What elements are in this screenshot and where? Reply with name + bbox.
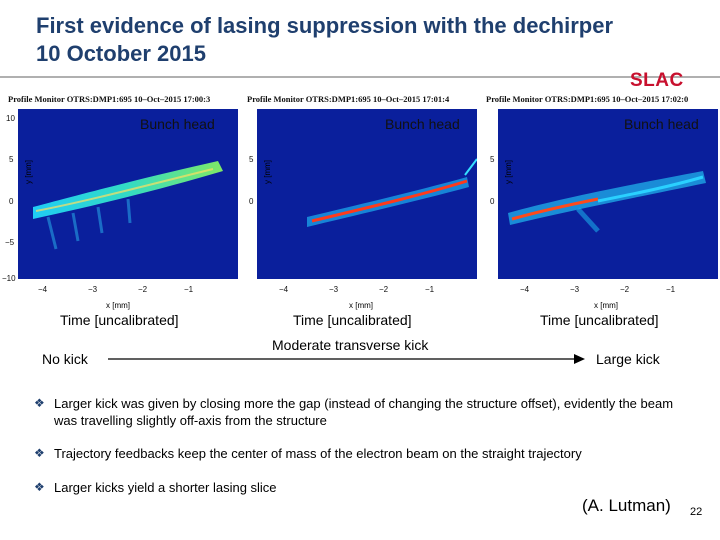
slide-title: First evidence of lasing suppression wit… [36,12,613,68]
diamond-bullet-icon: ❖ [34,446,45,460]
x-axis-label: x [mm] [106,301,130,310]
page-number: 22 [690,506,703,518]
y-tick: 5 [9,155,14,164]
bullet-text: Larger kicks yield a shorter lasing slic… [54,480,277,495]
no-kick-label: No kick [42,351,88,367]
y-tick: 0 [490,197,495,206]
x-axis-label: x [mm] [349,301,373,310]
profile-panel-2: Profile Monitor OTRS:DMP1:695 10–Oct–201… [241,94,484,310]
bunch-head-label: Bunch head [140,116,215,132]
x-tick: −3 [329,285,339,294]
slide-title-line1: First evidence of lasing suppression wit… [36,13,614,38]
panel-header: Profile Monitor OTRS:DMP1:695 10–Oct–201… [486,94,689,104]
x-tick: −1 [666,285,676,294]
moderate-kick-label: Moderate transverse kick [272,337,429,353]
title-divider [0,76,720,78]
slide-title-line2: 10 October 2015 [36,41,206,66]
y-tick: 0 [9,197,14,206]
x-tick: −4 [279,285,289,294]
y-axis-label: y [mm] [263,160,272,184]
y-tick: 5 [249,155,254,164]
beam-image [498,109,718,279]
y-tick: −5 [5,238,15,247]
y-tick: 10 [6,114,15,123]
panel-header: Profile Monitor OTRS:DMP1:695 10–Oct–201… [8,94,211,104]
beam-image [18,109,238,279]
diamond-bullet-icon: ❖ [34,396,45,410]
bullet-item: ❖ Trajectory feedbacks keep the center o… [34,445,694,462]
profile-panel-1: Profile Monitor OTRS:DMP1:695 10–Oct–201… [0,94,243,310]
bullet-item: ❖ Larger kicks yield a shorter lasing sl… [34,479,694,496]
x-tick: −3 [88,285,98,294]
x-tick: −1 [184,285,194,294]
x-tick: −1 [425,285,435,294]
x-tick: −3 [570,285,580,294]
large-kick-label: Large kick [596,351,660,367]
bunch-head-label: Bunch head [624,116,699,132]
bullet-item: ❖ Larger kick was given by closing more … [34,395,694,429]
kick-arrow [108,354,585,364]
bullet-text: Trajectory feedbacks keep the center of … [54,446,582,461]
profile-panel-3: Profile Monitor OTRS:DMP1:695 10–Oct–201… [482,94,720,310]
x-tick: −2 [138,285,148,294]
author-credit: (A. Lutman) [582,496,671,515]
y-axis-label: y [mm] [24,160,33,184]
y-axis-label: y [mm] [504,160,513,184]
y-tick: −10 [2,274,16,283]
time-label-2: Time [uncalibrated] [293,312,412,328]
diamond-bullet-icon: ❖ [34,480,45,494]
y-tick: 0 [249,197,254,206]
bunch-head-label: Bunch head [385,116,460,132]
y-tick: 5 [490,155,495,164]
x-tick: −4 [38,285,48,294]
time-label-1: Time [uncalibrated] [60,312,179,328]
slac-logo: SLAC [630,70,684,91]
bullet-text: Larger kick was given by closing more th… [54,396,674,428]
panel-header: Profile Monitor OTRS:DMP1:695 10–Oct–201… [247,94,450,104]
x-axis-label: x [mm] [594,301,618,310]
x-tick: −2 [620,285,630,294]
x-tick: −2 [379,285,389,294]
time-label-3: Time [uncalibrated] [540,312,659,328]
beam-image [257,109,477,279]
x-tick: −4 [520,285,530,294]
